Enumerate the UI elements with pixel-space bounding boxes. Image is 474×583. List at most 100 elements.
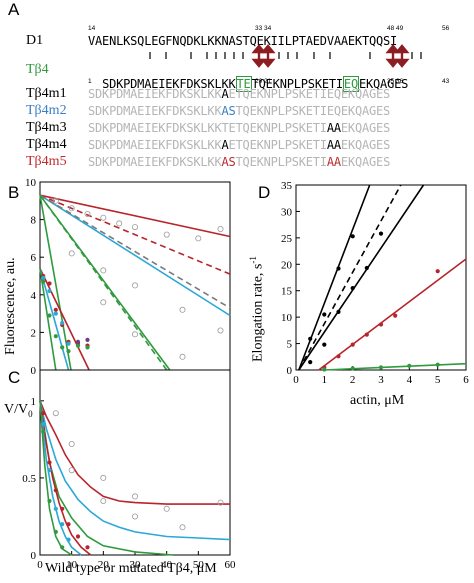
tb4-end-num: 43 (442, 78, 450, 85)
series-line (39, 194, 168, 371)
mutant-seq-mut1: A (221, 87, 229, 101)
data-point (85, 345, 90, 350)
data-point (217, 327, 224, 334)
data-point (336, 354, 341, 359)
x-tick-label: 6 (463, 374, 469, 386)
y-tick-label: 0.5 (22, 473, 36, 485)
mutant-seq-prefix: SDKPDMAEIEKFDKSKLKK (88, 138, 222, 152)
series-line (39, 194, 231, 309)
mutant-label: Tβ4m2 (26, 103, 67, 118)
data-point (41, 421, 46, 427)
tb4-marker-nums-b: 35 36 (387, 78, 404, 85)
data-point (66, 349, 71, 354)
series-line (39, 194, 231, 238)
x-tick-label: 40 (161, 559, 173, 571)
data-point (131, 513, 138, 520)
mutant-seq-mut2: AA (326, 138, 341, 152)
mutant-label: Tβ4m1 (26, 86, 67, 101)
panel-b-letter: B (8, 183, 20, 202)
data-point (435, 362, 440, 367)
data-point (100, 299, 107, 306)
data-point (75, 339, 81, 344)
y-tick-label: 8 (31, 215, 37, 227)
d1-marker-nums-a: 33 34 (255, 25, 272, 32)
y-tick-label: 5 (287, 339, 293, 351)
y-tick-label: 4 (31, 290, 37, 302)
data-point (350, 342, 355, 347)
tb4-sequence: SDKPDMAEIEKFDKSKLKKTETQEKNPLPSKETIEQEKQA… (88, 63, 408, 92)
data-point (378, 322, 384, 327)
data-point (47, 460, 52, 465)
data-point (336, 309, 341, 314)
data-point (53, 488, 58, 493)
mutant-row: Tβ4m4 SDKPDMAEIEKFDKSKLKKAETQEKNPLPSKETI… (0, 137, 474, 155)
tb4-seq-mid: TQEKNPLPSKETI (251, 77, 344, 91)
data-point (195, 235, 202, 242)
mutant-label: Tβ4m5 (26, 154, 67, 169)
panel-d-xlabel: actin, μM (350, 393, 405, 408)
data-point (53, 307, 58, 312)
data-point (179, 353, 186, 360)
panel-c-xlabel: Wild type or mutated Tβ4, μM (45, 561, 217, 576)
data-point (52, 197, 59, 204)
y-tick-label: 15 (281, 286, 293, 298)
data-point (68, 250, 75, 257)
x-tick-label: 1 (322, 374, 328, 386)
x-tick-label: 20 (98, 559, 110, 571)
x-tick-label: 0 (37, 559, 43, 571)
data-point (60, 506, 65, 511)
tb4-start-num: 1 (88, 78, 92, 85)
series-line (318, 258, 467, 371)
mutant-sequence: SDKPDMAEIEKFDKSKLKKTETQEKNPLPSKETIAAEKQA… (88, 121, 390, 135)
mutant-seq-suffix: EQEKQAGES (326, 87, 391, 101)
mutant-label: Tβ4m4 (26, 137, 67, 152)
x-tick-label: 10 (66, 559, 78, 571)
mutant-seq-suffix: EKQAGES (340, 155, 391, 169)
data-point (47, 313, 52, 318)
x-tick-label: 5 (435, 374, 441, 386)
tb4-seq-prefix: SDKPDMAEIEKFDKSKLKK (102, 77, 236, 91)
panel-c-letter: C (8, 368, 21, 387)
data-point (100, 267, 107, 274)
data-point (41, 429, 46, 434)
x-tick-label: 2 (350, 374, 356, 386)
y-tick-label: 30 (281, 206, 293, 218)
mutant-seq-mut1: AS (221, 104, 236, 118)
data-point (53, 334, 58, 339)
data-point (322, 312, 327, 317)
series-line (39, 194, 171, 371)
series-line (298, 184, 402, 371)
data-point (60, 345, 65, 350)
tb4-label: Tβ4 (26, 62, 49, 77)
data-point (322, 342, 327, 347)
mutant-seq-mid: ETQEKNPLPSKETI (228, 138, 328, 152)
panel-c-ylabel: V/V0 (4, 402, 33, 419)
data-point (364, 265, 369, 271)
data-point (60, 522, 65, 527)
data-point (41, 411, 46, 416)
data-point (60, 320, 65, 326)
data-point (350, 234, 355, 239)
x-tick-label: 3 (378, 374, 384, 386)
data-point (53, 529, 58, 535)
y-tick-label: 25 (281, 233, 293, 245)
data-point (75, 343, 81, 348)
data-point (66, 537, 71, 542)
data-point (336, 266, 341, 271)
series-line (39, 194, 231, 275)
mutant-label: Tβ4m3 (26, 120, 67, 135)
series-line (39, 268, 70, 371)
panel-d-letter: D (258, 183, 271, 202)
alignment-marks (149, 44, 422, 68)
tb4-marker-nums-a: 20 21 (255, 78, 272, 85)
mutant-seq-suffix: EQEKQAGES (326, 104, 391, 118)
series-line (39, 268, 57, 371)
mutant-sequence: SDKPDMAEIEKFDKSKLKKASTQEKNPLPSKETIEQEKQA… (88, 104, 390, 118)
data-point (41, 275, 46, 280)
data-point (84, 210, 91, 217)
data-point (131, 493, 138, 500)
mutant-seq-prefix: SDKPDMAEIEKFDKSKLKK (88, 155, 222, 169)
data-point (100, 474, 107, 481)
mutant-seq-mut2: AA (326, 155, 341, 169)
series-line (39, 194, 231, 317)
